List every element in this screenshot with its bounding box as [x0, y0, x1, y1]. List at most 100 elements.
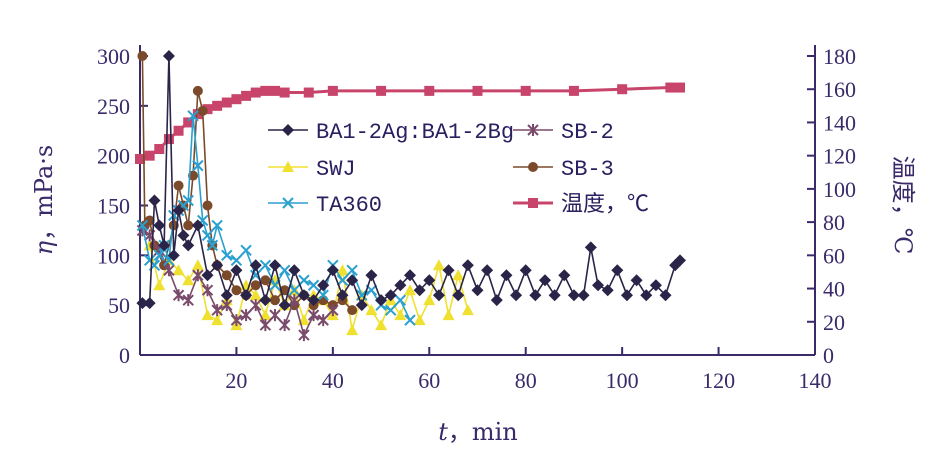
data-point [154, 144, 165, 155]
x-tick-label: 140 [799, 368, 832, 393]
data-point [346, 274, 359, 287]
data-point [158, 239, 171, 252]
legend-label: SWJ [316, 157, 356, 182]
data-point [404, 284, 416, 296]
data-point [347, 305, 358, 316]
data-point [230, 254, 243, 267]
data-point [394, 309, 407, 321]
data-point [336, 264, 349, 276]
legend-label: BA1-2Ag:BA1-2Bg [316, 120, 514, 145]
data-point [172, 204, 185, 217]
data-point [250, 87, 261, 98]
data-point [336, 289, 349, 302]
data-point [539, 274, 551, 287]
data-point [221, 270, 232, 281]
legend-marker [282, 197, 294, 209]
data-point [260, 275, 271, 286]
data-point [211, 304, 223, 317]
legend-label: SB-2 [561, 120, 614, 145]
data-point [375, 294, 388, 307]
data-point [231, 285, 242, 296]
data-point [192, 159, 204, 172]
series-layer [135, 50, 686, 342]
data-point [278, 264, 291, 276]
data-point [240, 309, 252, 322]
data-point [592, 279, 605, 292]
legend-marker [528, 162, 538, 172]
data-point [240, 289, 253, 302]
data-point [567, 289, 580, 302]
data-point [355, 299, 368, 312]
data-point [500, 269, 513, 282]
y-tick-label: 150 [97, 194, 130, 219]
data-point [250, 299, 262, 312]
data-point [384, 289, 397, 302]
data-point [220, 289, 233, 302]
data-point [375, 319, 388, 331]
data-point [365, 304, 378, 316]
data-point [173, 125, 184, 136]
y2-tick-label: 180 [823, 44, 856, 69]
data-point [240, 244, 252, 257]
data-point [259, 294, 272, 307]
data-point [385, 304, 397, 316]
data-point [201, 229, 214, 242]
y-tick-label: 50 [108, 293, 130, 318]
data-point [162, 50, 175, 62]
y-tick-label: 250 [97, 94, 130, 119]
data-point [413, 284, 426, 297]
y2-tick-label: 160 [823, 77, 856, 102]
data-point [136, 219, 149, 232]
data-point [172, 289, 185, 302]
series-line [148, 245, 469, 331]
series-1 [136, 224, 339, 342]
data-point [137, 51, 148, 61]
data-point [288, 294, 300, 307]
y2-tick-label: 40 [823, 277, 845, 302]
data-point [611, 264, 624, 277]
data-point [172, 264, 185, 276]
data-point [317, 314, 329, 327]
data-point [279, 87, 290, 98]
data-point [191, 219, 204, 232]
y2-tick-label: 120 [823, 144, 856, 169]
legend-marker [282, 161, 294, 172]
data-point [317, 279, 330, 292]
data-point [182, 194, 194, 207]
data-point [269, 259, 281, 272]
data-point [558, 269, 571, 282]
legend-marker [527, 124, 539, 136]
data-point [548, 289, 561, 302]
data-point [167, 249, 180, 262]
data-point [259, 259, 272, 272]
data-point [183, 220, 194, 231]
data-point [577, 289, 590, 302]
data-point [221, 97, 232, 108]
y-axis-right-ticks: 0 20 40 60 80 100 120 140 160 180 [807, 44, 856, 368]
data-point [153, 249, 165, 262]
data-point [260, 85, 271, 96]
data-point [163, 134, 174, 145]
data-point [192, 85, 203, 96]
data-point [630, 274, 643, 287]
data-point [192, 269, 204, 282]
data-point [191, 259, 204, 271]
y2-tick-label: 20 [823, 310, 845, 335]
data-point [250, 280, 261, 291]
data-point [404, 314, 416, 326]
y2-tick-label: 140 [823, 110, 856, 135]
data-point [211, 314, 224, 326]
data-point [297, 289, 310, 302]
data-point [490, 294, 503, 307]
y2-tick-label: 100 [823, 177, 856, 202]
x-tick-label: 40 [322, 368, 344, 393]
data-point [461, 259, 474, 272]
data-point [423, 274, 436, 287]
data-point [394, 279, 407, 292]
data-point [249, 289, 262, 301]
data-point [620, 289, 633, 302]
data-point [201, 284, 214, 297]
data-point [442, 309, 455, 321]
data-point [510, 289, 523, 302]
data-point [303, 87, 314, 98]
